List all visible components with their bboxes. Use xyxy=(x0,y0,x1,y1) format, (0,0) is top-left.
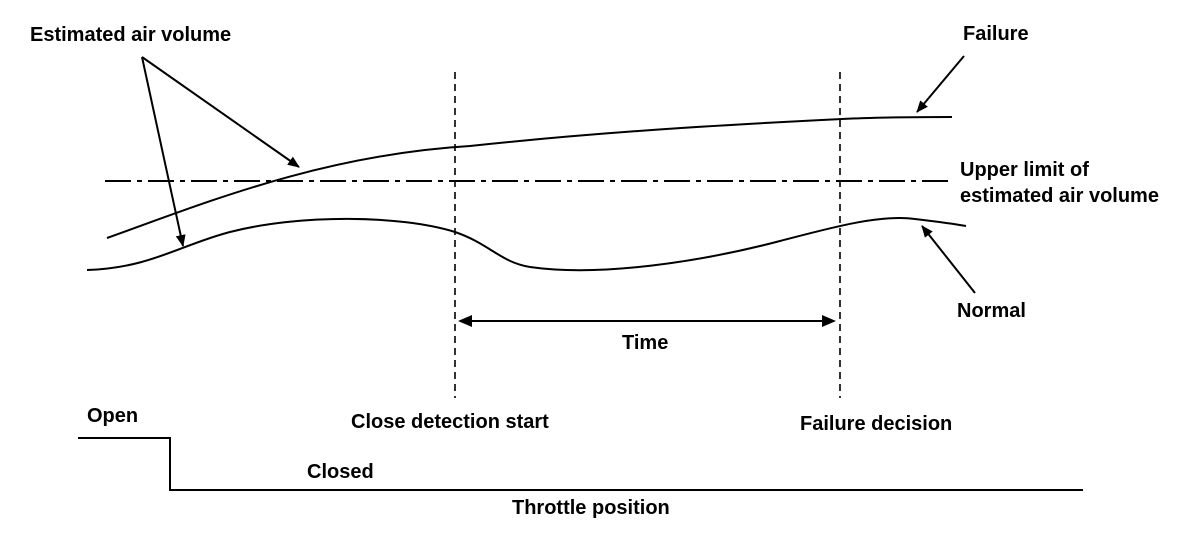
upper-limit-label-line1: Upper limit of xyxy=(960,159,1089,181)
close-detection-start-label: Close detection start xyxy=(351,411,549,433)
estimated-leader-to-failure xyxy=(141,56,300,168)
estimated-air-volume-label: Estimated air volume xyxy=(30,24,231,46)
normal-leader xyxy=(921,225,976,294)
failure-curve xyxy=(106,116,953,239)
normal-label: Normal xyxy=(957,300,1026,322)
normal-curve xyxy=(86,216,967,272)
time-arrow-right-head xyxy=(822,315,836,327)
closed-label: Closed xyxy=(307,461,374,483)
throttle-position-label: Throttle position xyxy=(512,497,670,519)
upper-limit-label-line2: estimated air volume xyxy=(960,185,1159,207)
failure-label: Failure xyxy=(963,23,1029,45)
failure-decision-label: Failure decision xyxy=(800,413,952,435)
throttle-position-line xyxy=(78,437,1083,491)
time-label: Time xyxy=(622,332,668,354)
estimated-leader-to-normal xyxy=(141,56,186,247)
failure-leader xyxy=(916,55,965,113)
open-label: Open xyxy=(87,405,138,427)
time-arrow-left-head xyxy=(458,315,472,327)
